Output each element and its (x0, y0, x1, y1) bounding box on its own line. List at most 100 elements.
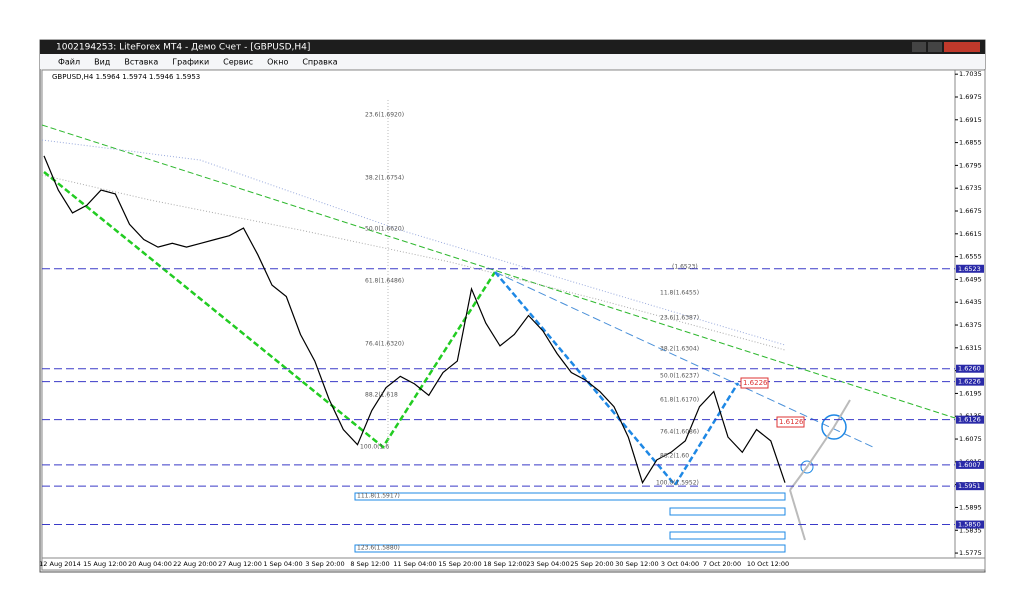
price-marker (740, 377, 769, 389)
y-tick-label: 1.6435 (959, 298, 982, 306)
x-tick-label: 11 Sep 04:00 (393, 560, 436, 568)
level-label: 1.5850 (958, 521, 981, 529)
title-bar (40, 40, 985, 54)
fib-label: 50.0(1.6620) (365, 226, 404, 233)
fib-label: 61.8(1.6170) (660, 397, 699, 404)
level-label: 1.6007 (958, 461, 981, 469)
zigzag (43, 171, 497, 449)
trend-line (494, 271, 876, 449)
level-label: 1.6126 (958, 416, 981, 424)
x-tick-label: 15 Sep 20:00 (438, 560, 481, 568)
y-tick-label: 1.6555 (959, 253, 982, 261)
level-tag (956, 460, 984, 469)
x-tick-label: 15 Aug 12:00 (83, 560, 127, 568)
x-tick-label: 18 Sep 12:00 (483, 560, 526, 568)
x-tick-label: 20 Aug 04:00 (128, 560, 172, 568)
zigzag (494, 271, 740, 488)
time-axis (41, 557, 986, 571)
level-label: 1.6226 (958, 378, 981, 386)
menu-bar (40, 54, 985, 69)
fib-label: 11.8(1.6455) (660, 290, 699, 297)
y-tick-label: 1.6795 (959, 161, 982, 169)
price-marker-label: 1.6226 (743, 379, 768, 387)
fib-label: 100.0(1.5952) (656, 480, 699, 487)
symbol-info: GBPUSD,H4 1.5964 1.5974 1.5946 1.5953 (52, 73, 200, 81)
fib-label: 50.0(1.6237) (660, 373, 699, 380)
menu-item[interactable]: Файл (58, 58, 80, 67)
y-tick-label: 1.6375 (959, 321, 982, 329)
fib-label: 111.8(1.5917) (357, 493, 400, 500)
fib-label: 23.6(1.6387) (660, 315, 699, 322)
fib-box (354, 492, 786, 501)
x-tick-label: 27 Aug 12:00 (218, 560, 262, 568)
level-tag (956, 482, 984, 491)
menu-item[interactable]: Вид (94, 58, 111, 67)
x-tick-label: 12 Aug 2014 (39, 560, 81, 568)
y-tick-label: 1.6615 (959, 230, 982, 238)
target-circle (800, 460, 814, 474)
x-tick-label: 7 Oct 20:00 (703, 560, 741, 568)
level-label: 1.6260 (958, 365, 981, 373)
y-tick-label: 1.5775 (959, 549, 982, 557)
trend-line (41, 124, 956, 419)
level-tag (956, 364, 984, 373)
y-tick-label: 1.7035 (959, 70, 982, 78)
x-tick-label: 22 Aug 20:00 (173, 560, 217, 568)
y-tick-label: 1.5895 (959, 503, 982, 511)
y-tick-label: 1.6075 (959, 435, 982, 443)
fib-label: 38.2(1.6304) (660, 346, 699, 353)
fib-box (669, 507, 786, 516)
projection (789, 399, 851, 491)
fib-label: 88.2(1.60 (660, 453, 689, 460)
fib-label: 23.6(1.6920) (365, 112, 404, 119)
y-tick-label: 1.6315 (959, 344, 982, 352)
fib-label: 38.2(1.6754) (365, 175, 404, 182)
y-tick-label: 1.6975 (959, 93, 982, 101)
menu-item[interactable]: Окно (267, 58, 288, 67)
x-tick-label: 30 Sep 12:00 (615, 560, 658, 568)
price-marker-label: 1.6126 (779, 418, 804, 426)
level-tag (956, 520, 984, 529)
menu-item[interactable]: Графики (172, 58, 209, 67)
maximize[interactable] (928, 42, 942, 52)
x-tick-label: 1 Sep 04:00 (263, 560, 302, 568)
y-tick-label: 1.6675 (959, 207, 982, 215)
y-tick-label: 1.6855 (959, 139, 982, 147)
chart-area (41, 69, 956, 559)
level-label: 1.5951 (958, 482, 981, 490)
close[interactable] (944, 42, 980, 52)
fib-box (354, 544, 786, 553)
level-tag (956, 264, 984, 273)
x-tick-label: 8 Sep 12:00 (350, 560, 389, 568)
y-tick-label: 1.6735 (959, 184, 982, 192)
x-tick-label: 3 Sep 20:00 (305, 560, 344, 568)
x-tick-label: 10 Oct 12:00 (747, 560, 789, 568)
menu-item[interactable]: Вставка (124, 58, 158, 67)
minimize[interactable] (912, 42, 926, 52)
y-tick-label: 1.6495 (959, 275, 982, 283)
price-marker (776, 416, 805, 428)
fib-label: (1.6523) (672, 264, 698, 271)
level-tag (956, 377, 984, 386)
x-tick-label: 3 Oct 04:00 (661, 560, 699, 568)
x-tick-label: 23 Sep 04:00 (526, 560, 569, 568)
target-circle (821, 414, 847, 440)
price-line (43, 155, 786, 485)
fib-label: 76.4(1.6320) (365, 341, 404, 348)
fib-label: 88.2(1.618 (365, 392, 398, 399)
menu-item[interactable]: Сервис (223, 58, 253, 67)
y-tick-label: 1.6195 (959, 389, 982, 397)
fib-label: 123.6(1.5880) (357, 545, 400, 552)
menu-item[interactable]: Справка (302, 58, 337, 67)
window-title: 1002194253: LiteForex MT4 - Демо Счет - … (56, 43, 310, 53)
fib-label: 100.0(1.6 (360, 444, 389, 451)
y-tick-label: 1.6915 (959, 116, 982, 124)
level-tag (956, 415, 984, 424)
price-axis (954, 69, 986, 559)
x-tick-label: 25 Sep 20:00 (570, 560, 613, 568)
y-tick-label: 1.5835 (959, 526, 982, 534)
ma-line (41, 174, 786, 351)
fib-box (669, 531, 786, 540)
